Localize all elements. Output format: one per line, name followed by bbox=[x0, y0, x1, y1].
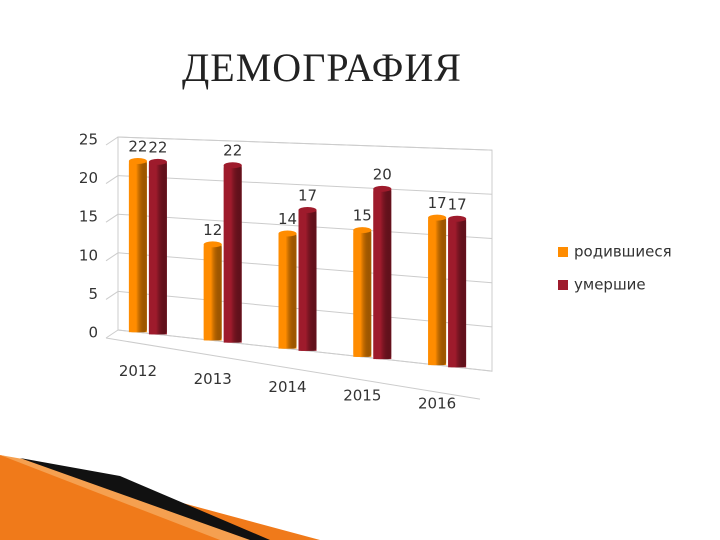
legend-swatch bbox=[558, 247, 568, 257]
bar-top bbox=[373, 185, 392, 192]
value-label: 20 bbox=[373, 165, 392, 183]
bar bbox=[298, 209, 317, 351]
value-label: 22 bbox=[148, 138, 167, 156]
y-tick-label: 25 bbox=[79, 131, 98, 149]
legend-swatch bbox=[558, 280, 568, 290]
y-tick-label: 20 bbox=[79, 169, 98, 187]
y-tick-label: 10 bbox=[79, 246, 98, 264]
x-tick-label: 2013 bbox=[194, 370, 232, 388]
floor-edge bbox=[105, 329, 119, 339]
x-tick-label: 2016 bbox=[418, 395, 456, 413]
bar bbox=[278, 233, 297, 349]
y-tick-label: 15 bbox=[79, 208, 98, 226]
x-tick-label: 2012 bbox=[119, 362, 157, 380]
bar-top bbox=[223, 162, 242, 169]
grid-line bbox=[117, 136, 493, 151]
bar-top bbox=[428, 214, 447, 221]
floor-front bbox=[105, 337, 481, 400]
bar-top bbox=[203, 241, 222, 248]
bar-top bbox=[148, 158, 167, 165]
bar bbox=[203, 244, 222, 341]
value-label: 15 bbox=[353, 207, 372, 225]
floor-edge bbox=[105, 175, 119, 185]
legend-label: родившиеся bbox=[574, 243, 672, 261]
floor-edge bbox=[105, 136, 119, 146]
bar bbox=[148, 161, 167, 335]
legend-label: умершие bbox=[574, 276, 646, 294]
y-tick-label: 5 bbox=[88, 285, 98, 303]
x-tick-label: 2015 bbox=[343, 386, 381, 404]
x-tick-label: 2014 bbox=[268, 378, 306, 396]
bar-top bbox=[278, 230, 297, 237]
bar bbox=[128, 161, 147, 333]
bar-top bbox=[448, 215, 467, 222]
value-label: 17 bbox=[298, 186, 317, 204]
slide-title: ДЕМОГРАФИЯ bbox=[182, 45, 462, 90]
bar bbox=[353, 230, 372, 357]
bar-top bbox=[353, 227, 372, 234]
value-label: 17 bbox=[428, 194, 447, 212]
y-tick-label: 0 bbox=[88, 324, 98, 342]
value-label: 22 bbox=[128, 138, 147, 156]
value-label: 14 bbox=[278, 210, 297, 228]
grid-line bbox=[117, 175, 493, 195]
bar bbox=[373, 188, 392, 360]
floor-edge bbox=[105, 290, 119, 300]
value-label: 12 bbox=[203, 221, 222, 239]
decor-dark bbox=[20, 458, 270, 540]
bar bbox=[428, 217, 447, 366]
floor-edge bbox=[105, 213, 119, 223]
bar bbox=[448, 218, 467, 368]
bar-top bbox=[298, 206, 317, 213]
decor-light bbox=[0, 455, 250, 540]
bar bbox=[223, 165, 242, 343]
floor-edge bbox=[105, 252, 119, 262]
value-label: 22 bbox=[223, 142, 242, 160]
decoration bbox=[0, 455, 320, 540]
value-label: 17 bbox=[448, 195, 467, 213]
bar-top bbox=[128, 158, 147, 165]
